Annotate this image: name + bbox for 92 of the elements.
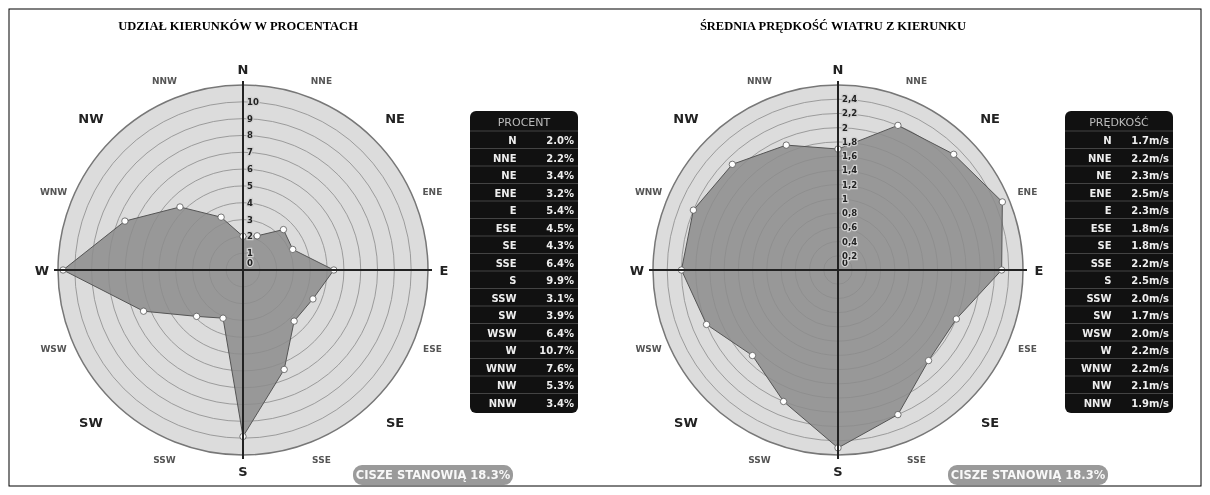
chart-title: ŚREDNIA PRĘDKOŚĆ WIATRU Z KIERUNKU	[699, 19, 967, 33]
y-tick-label: 8	[247, 130, 253, 141]
spoke-label: ENE	[422, 186, 443, 197]
text: NNE 2.2%	[492, 152, 574, 164]
text: PRĘDKOŚĆ	[1089, 116, 1150, 129]
spoke-label: NW	[78, 110, 104, 126]
spoke-label: ENE	[1017, 186, 1038, 197]
text: N 1.7m/s	[1103, 135, 1169, 146]
spoke-label: NNE	[905, 76, 928, 87]
text: NW 5.3%	[497, 380, 574, 391]
text: WNW 7.6%	[486, 362, 574, 374]
spoke-label: WSW	[40, 343, 67, 354]
y-tick-label: 2	[842, 122, 848, 133]
spoke-label: NNW	[152, 76, 178, 87]
text: WNW 2.2m/s	[1081, 362, 1169, 374]
text: WSW 6.4%	[487, 327, 574, 339]
text: W 10.7%	[505, 345, 574, 356]
text: PROCENT	[497, 116, 551, 129]
text: ENE 3.2%	[494, 187, 574, 199]
y-tick-label: 1,4	[842, 165, 858, 176]
spoke-label: NE	[385, 110, 405, 126]
spoke-label: N	[832, 61, 844, 77]
text: NNW 3.4%	[488, 397, 574, 409]
text: SSW 3.1%	[491, 292, 574, 304]
spoke-label: SSW	[153, 454, 176, 465]
spoke-label: SSW	[748, 454, 771, 465]
y-tick-label: 7	[247, 147, 253, 158]
spoke-label: SW	[79, 414, 103, 430]
text: SSE 2.2m/s	[1090, 257, 1169, 269]
y-tick-label: 1,8	[842, 136, 858, 147]
text: WSW 2.0m/s	[1082, 327, 1169, 339]
text: S 9.9%	[509, 275, 574, 286]
text: SSW 2.0m/s	[1086, 292, 1169, 304]
y-tick-label: 0,8	[842, 208, 858, 219]
spoke-label: E	[1034, 262, 1044, 278]
text: ENE 2.5m/s	[1089, 187, 1169, 199]
text: SE 4.3%	[502, 240, 574, 251]
text: ESE 1.8m/s	[1090, 222, 1169, 234]
y-tick-label: 2,4	[842, 94, 858, 105]
text: NNW 1.9m/s	[1083, 397, 1169, 409]
spoke-label: WNW	[39, 186, 68, 197]
text: NW 2.1m/s	[1092, 380, 1169, 391]
text: N 2.0%	[508, 135, 574, 146]
text: NE 3.4%	[501, 170, 574, 181]
y-tick-label: 4	[247, 197, 253, 208]
text: NNE 2.2m/s	[1087, 152, 1169, 164]
spoke-label: ESE	[1018, 343, 1037, 354]
spoke-label: NNE	[310, 76, 333, 87]
spoke-label: W	[629, 262, 645, 278]
spoke-label: NW	[673, 110, 699, 126]
chart-title: UDZIAŁ KIERUNKÓW W PROCENTACH	[118, 19, 359, 33]
spoke-label: E	[439, 262, 449, 278]
spoke-label: NNW	[747, 76, 773, 87]
spoke-label: WNW	[634, 186, 663, 197]
y-tick-label: 2,2	[842, 108, 858, 119]
spoke-label: SE	[980, 414, 1000, 430]
spoke-label: W	[34, 262, 50, 278]
spoke-label: WSW	[635, 343, 662, 354]
text: CISZE STANOWIĄ 18.3%	[355, 468, 511, 482]
y-tick-label: 0,6	[842, 222, 858, 233]
y-tick-label: 10	[247, 96, 259, 107]
spoke-label: ESE	[423, 343, 442, 354]
text: SW 3.9%	[498, 310, 574, 321]
y-tick-label: 1,2	[842, 179, 858, 190]
text: W 2.2m/s	[1100, 345, 1169, 356]
y-tick-label: 3	[247, 214, 253, 225]
y-tick-label: 1	[247, 248, 253, 259]
text: E 5.4%	[509, 205, 574, 216]
spoke-label: N	[237, 61, 249, 77]
spoke-label: SE	[385, 414, 405, 430]
text: SE 1.8m/s	[1097, 240, 1169, 251]
spoke-label: S	[833, 463, 843, 479]
y-tick-label: 1	[842, 193, 848, 204]
y-tick-label: 0,4	[842, 236, 858, 247]
y-tick-label: 9	[247, 113, 253, 124]
y-tick-label: 0,2	[842, 250, 858, 261]
text: SSE 6.4%	[495, 257, 574, 269]
y-tick-label: 0	[247, 258, 253, 268]
spoke-label: SSE	[312, 454, 331, 465]
text: NE 2.3m/s	[1096, 170, 1169, 181]
y-tick-label: 5	[247, 180, 253, 191]
spoke-label: S	[238, 463, 248, 479]
y-tick-label: 6	[247, 164, 253, 175]
text: E 2.3m/s	[1104, 205, 1169, 216]
spoke-label: SSE	[907, 454, 926, 465]
text: SW 1.7m/s	[1093, 310, 1169, 321]
spoke-label: NE	[980, 110, 1000, 126]
text: CISZE STANOWIĄ 18.3%	[950, 468, 1106, 482]
y-tick-label: 1,6	[842, 151, 858, 162]
text: ESE 4.5%	[495, 222, 574, 234]
spoke-label: SW	[674, 414, 698, 430]
text: S 2.5m/s	[1104, 275, 1169, 286]
